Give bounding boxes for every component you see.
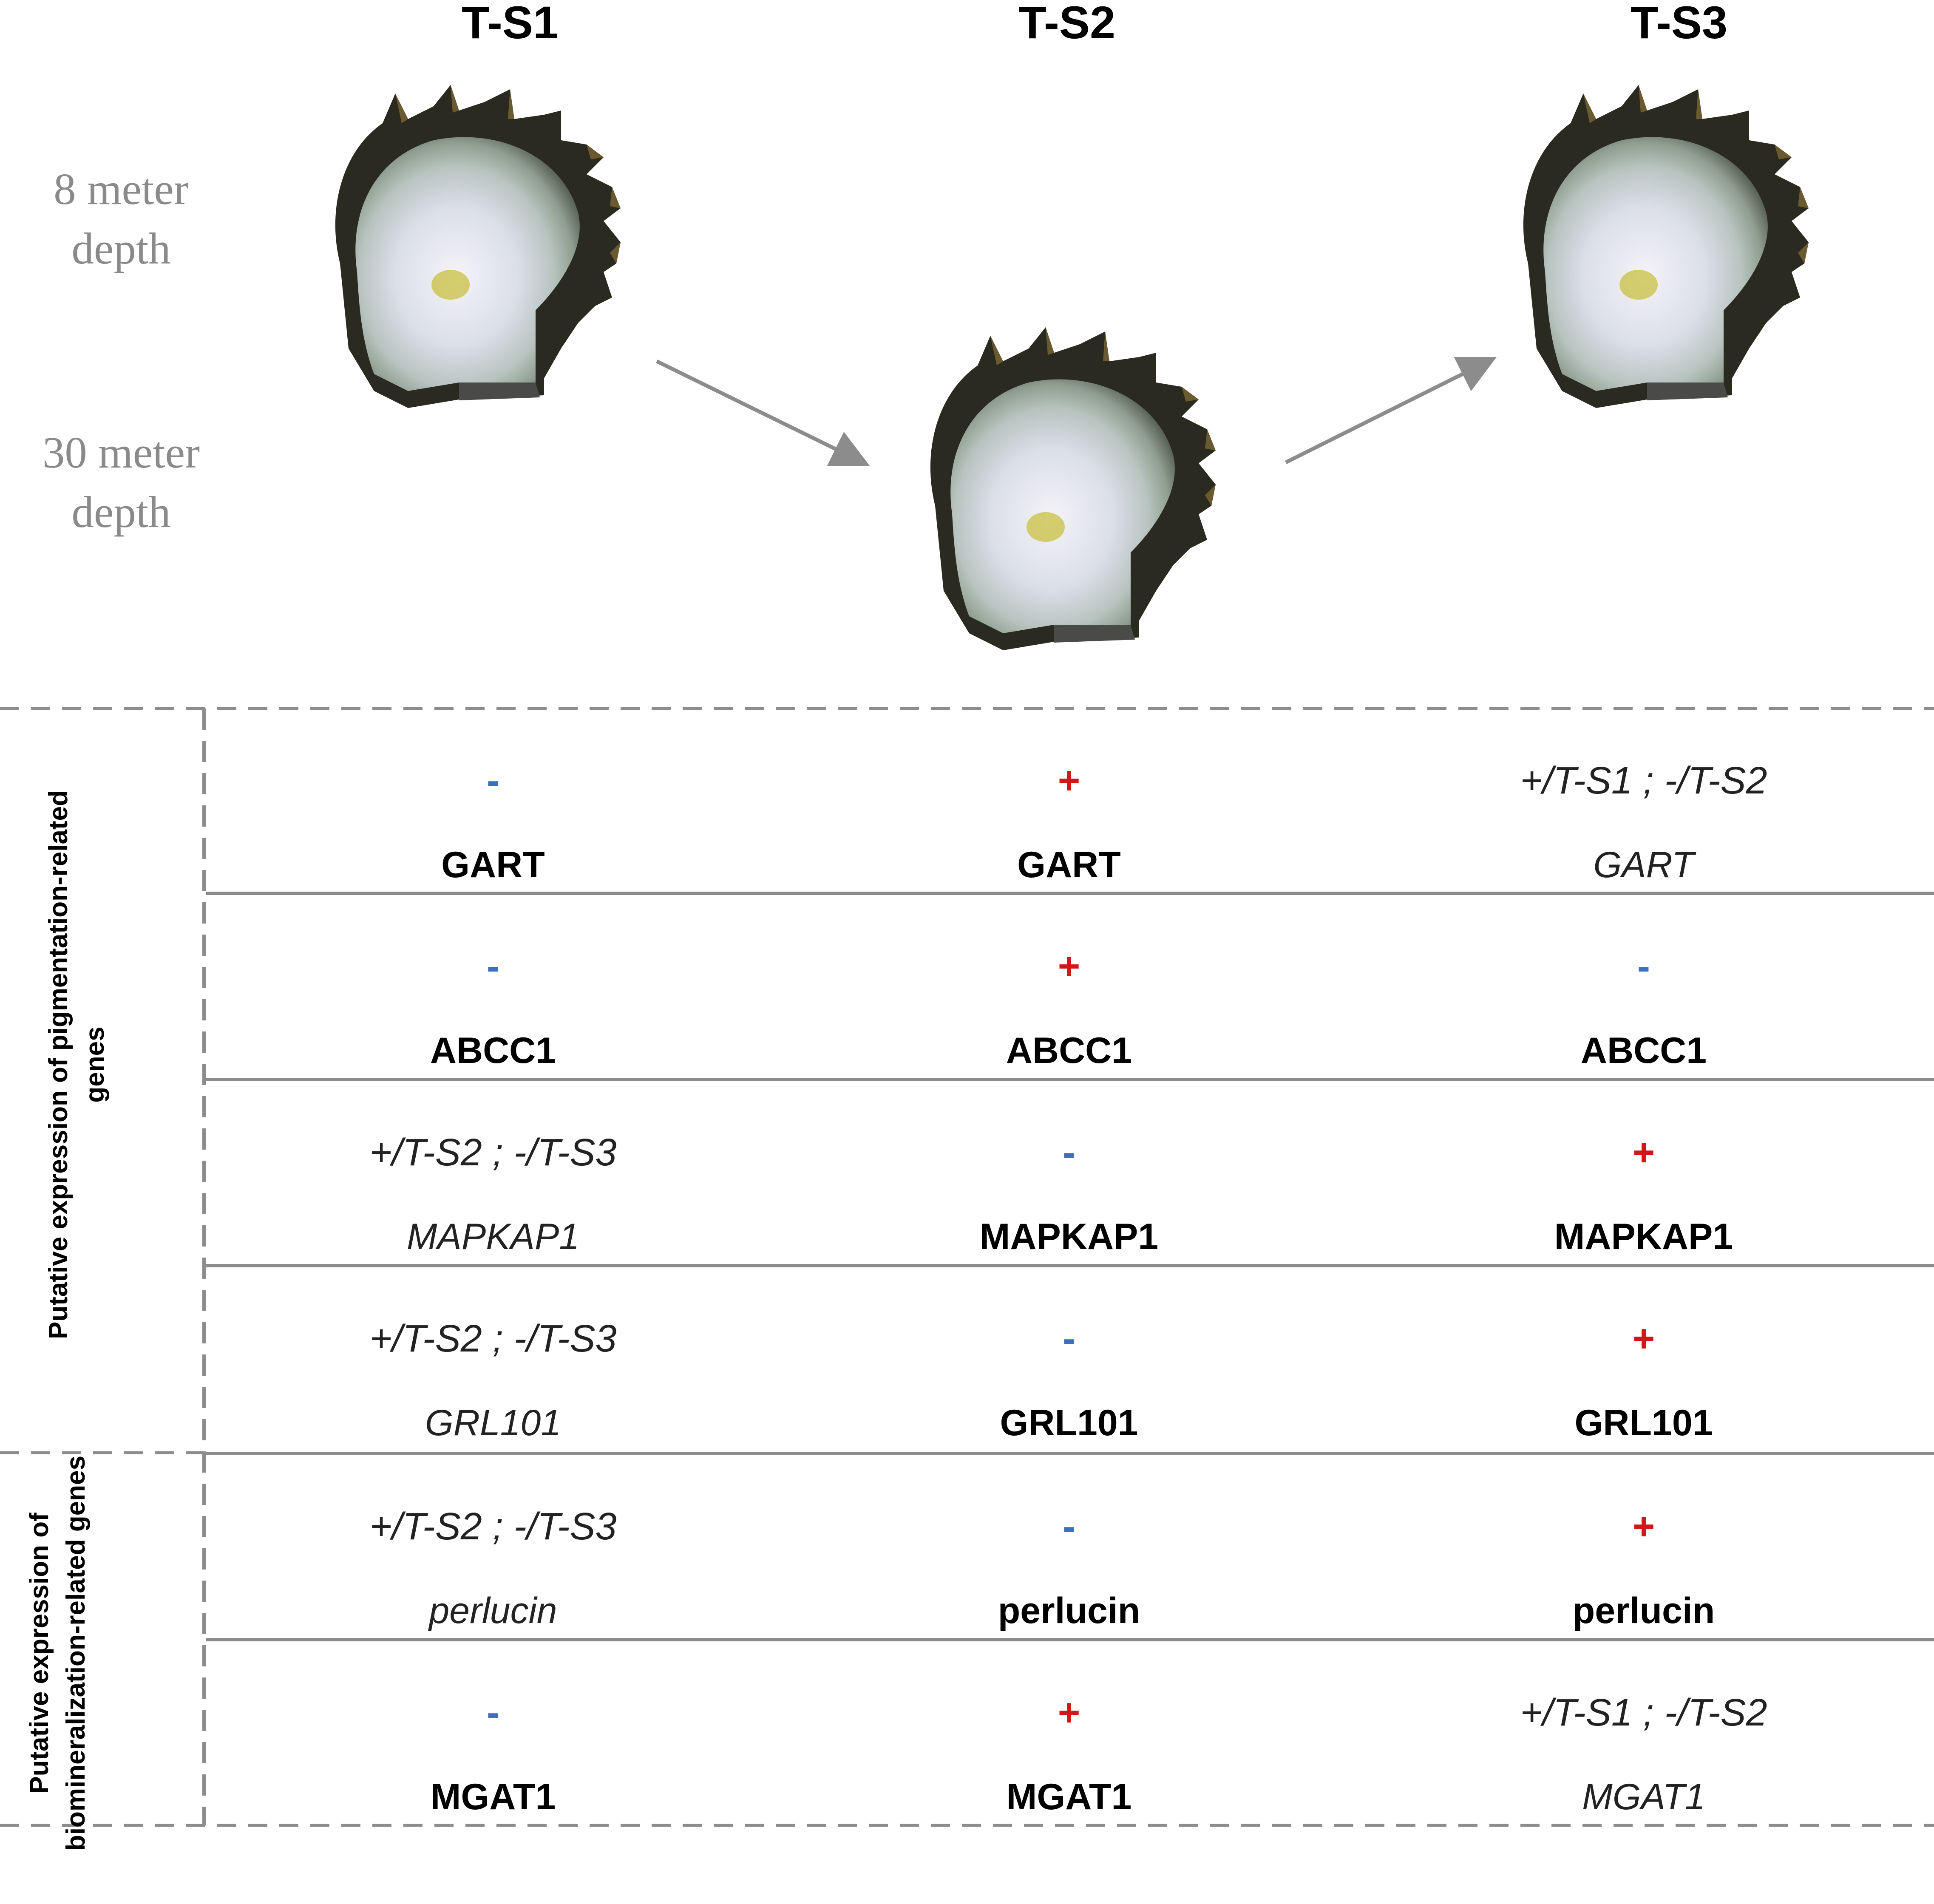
gene-name: GRL101 xyxy=(1574,1402,1713,1443)
gene-name: GART xyxy=(441,844,545,885)
expression-sign: - xyxy=(487,945,499,988)
expression-sign: - xyxy=(487,1692,499,1734)
gene-name: ABCC1 xyxy=(1006,1030,1132,1071)
depth-label-30m: 30 meter depth xyxy=(42,428,200,537)
stage-title-ts1: T-S1 xyxy=(461,0,559,48)
gene-name: MAPKAP1 xyxy=(406,1216,580,1257)
expression-sign: + xyxy=(1632,1131,1655,1174)
expression-sign: + xyxy=(1058,945,1080,988)
table-grid xyxy=(0,707,1934,1827)
expression-sign: - xyxy=(1637,945,1650,988)
gene-name: perlucin xyxy=(1572,1590,1715,1631)
gene-name: GART xyxy=(1593,844,1694,885)
gene-name: ABCC1 xyxy=(1580,1030,1707,1071)
gene-name: MGAT1 xyxy=(430,1776,556,1817)
arrow-ts1-to-ts2 xyxy=(656,359,870,466)
expression-sign: - xyxy=(487,759,499,802)
expression-sign: + xyxy=(1632,1505,1655,1548)
expression-sign: +/T-S1 ; -/T-S2 xyxy=(1520,759,1767,802)
stage-title-ts3: T-S3 xyxy=(1630,0,1728,48)
expression-sign: +/T-S2 ; -/T-S3 xyxy=(369,1318,617,1360)
expression-sign: + xyxy=(1632,1318,1655,1360)
gene-name: GRL101 xyxy=(425,1402,561,1443)
expression-sign: + xyxy=(1058,759,1080,802)
stage-title-ts2: T-S2 xyxy=(1018,0,1116,48)
gene-name: MAPKAP1 xyxy=(979,1216,1159,1257)
gene-name: MGAT1 xyxy=(1582,1776,1705,1817)
expression-sign: +/T-S2 ; -/T-S3 xyxy=(369,1505,617,1548)
depth-label-8m: 8 meter depth xyxy=(54,164,189,273)
group-label-pigmentation: Putative expression of pigmentation-rela… xyxy=(44,790,110,1339)
shell-illustration-area xyxy=(335,85,1809,650)
expression-sign: - xyxy=(1063,1318,1075,1360)
expression-sign: +/T-S2 ; -/T-S3 xyxy=(369,1131,617,1174)
gene-name: ABCC1 xyxy=(430,1030,556,1071)
gene-name: perlucin xyxy=(429,1590,557,1631)
gene-name: GART xyxy=(1017,844,1121,885)
expression-sign: +/T-S1 ; -/T-S2 xyxy=(1520,1692,1767,1734)
arrow-ts2-to-ts3 xyxy=(1285,357,1497,465)
expression-sign: - xyxy=(1063,1131,1075,1174)
group-label-biomineralization: Putative expression of biomineralization… xyxy=(25,1455,91,1851)
gene-name: GRL101 xyxy=(1000,1402,1138,1443)
gene-name: perlucin xyxy=(998,1590,1140,1631)
gene-name: MAPKAP1 xyxy=(1554,1216,1733,1257)
expression-sign: - xyxy=(1063,1505,1075,1548)
gene-name: MGAT1 xyxy=(1006,1776,1132,1817)
expression-sign: + xyxy=(1058,1692,1080,1734)
